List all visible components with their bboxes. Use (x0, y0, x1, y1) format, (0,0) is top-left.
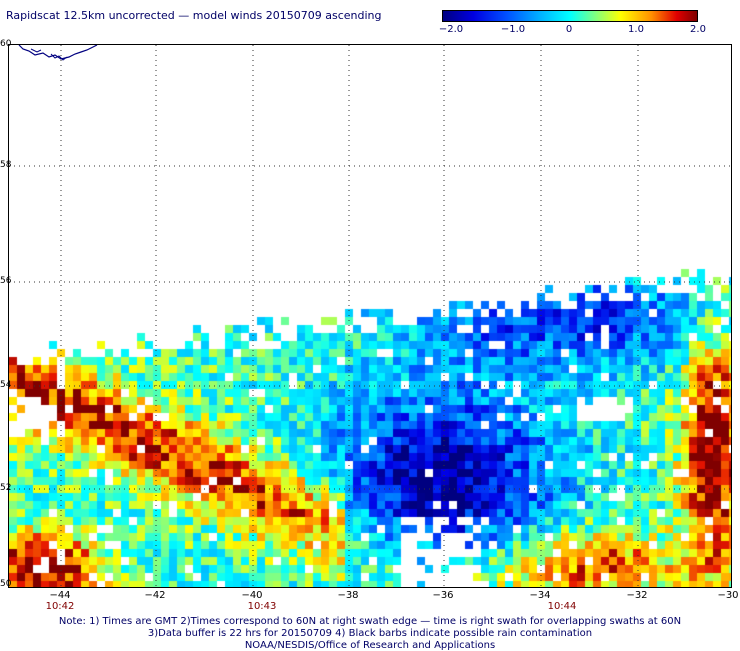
lon-label: −30 (717, 590, 739, 601)
lat-label-60: 60 (0, 39, 12, 49)
footnote-line-2: 3)Data buffer is 22 hrs for 20150709 4) … (147, 628, 593, 639)
time-label: 10:43 (247, 601, 277, 612)
map-title: Rapidscat 12.5km uncorrected — model win… (6, 9, 382, 22)
lat-label-54: 54 (0, 380, 12, 390)
lon-label: −36 (432, 590, 454, 601)
footnote-line-3: NOAA/NESDIS/Office of Research and Appli… (244, 640, 496, 651)
colorbar-tick-label: −2.0 (438, 24, 464, 35)
lat-label-50: 50 (0, 579, 12, 589)
colorbar (442, 10, 698, 22)
colorbar-tick-label: 0 (565, 24, 573, 35)
colorbar-tick-label: 1.0 (628, 24, 644, 35)
map-plot-area (8, 44, 732, 588)
lon-label: −42 (144, 590, 166, 601)
colorbar-tick-label: 2.0 (690, 24, 706, 35)
lon-label: −34 (529, 590, 551, 601)
lon-label: −44 (49, 590, 71, 601)
lon-label: −38 (337, 590, 359, 601)
lon-label: −32 (626, 590, 648, 601)
time-label: 10:44 (547, 601, 577, 612)
lat-label-58: 58 (0, 160, 12, 170)
lat-label-56: 56 (0, 276, 12, 286)
lat-label-52: 52 (0, 483, 12, 493)
wind-difference-swath (9, 45, 731, 587)
footnote-line-1: Note: 1) Times are GMT 2)Times correspon… (58, 616, 682, 627)
lat-lon-gridlines (9, 45, 731, 587)
time-label: 10:42 (45, 601, 75, 612)
lon-label: −40 (241, 590, 263, 601)
greenland-coastline (18, 45, 98, 61)
colorbar-tick-label: −1.0 (500, 24, 526, 35)
